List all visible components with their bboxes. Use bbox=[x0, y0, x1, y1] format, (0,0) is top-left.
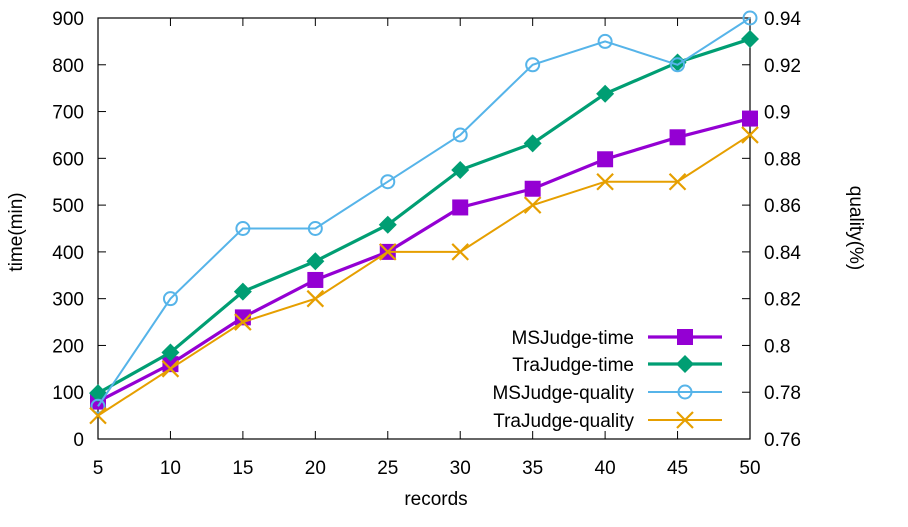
series-line bbox=[97, 134, 751, 417]
x-tick-label: 40 bbox=[595, 458, 616, 479]
data-point bbox=[89, 406, 107, 425]
x-tick-label: 45 bbox=[667, 458, 688, 479]
data-point bbox=[669, 129, 686, 146]
data-point bbox=[452, 127, 468, 143]
y2-tick-label: 0.82 bbox=[764, 290, 801, 311]
x-tick-label: 5 bbox=[93, 458, 104, 479]
data-point bbox=[379, 243, 397, 261]
x-axis-title: records bbox=[404, 489, 467, 510]
y-axis-right: 0.76 0.78 0.8 0.82 0.84 0.86 0.88 0.9 0.92 0.94 bbox=[742, 9, 801, 451]
data-point bbox=[378, 215, 397, 234]
y2-tick-label: 0.84 bbox=[764, 243, 801, 264]
plot-area-frame bbox=[97, 17, 751, 440]
data-point bbox=[162, 356, 179, 373]
legend-swatch-marker bbox=[677, 329, 693, 345]
y-tick-label: 700 bbox=[52, 103, 84, 124]
data-point bbox=[451, 243, 469, 261]
data-point bbox=[89, 384, 107, 403]
data-point bbox=[742, 10, 758, 26]
series-MSJudge-quality bbox=[90, 10, 758, 414]
data-point bbox=[235, 221, 251, 236]
data-point bbox=[670, 57, 686, 73]
data-point bbox=[161, 343, 180, 362]
x-tick-label: 25 bbox=[377, 458, 398, 479]
y2-tick-label: 0.94 bbox=[764, 9, 801, 30]
y-tick-label: 300 bbox=[52, 290, 84, 311]
y-tick-label: 500 bbox=[52, 196, 84, 217]
x-tick-label: 10 bbox=[160, 458, 181, 479]
data-point bbox=[525, 57, 541, 73]
data-point bbox=[233, 282, 252, 301]
legend-swatch-marker bbox=[677, 384, 693, 400]
legend-swatch-marker bbox=[676, 411, 694, 429]
x-tick-label: 20 bbox=[305, 458, 326, 479]
y-tick-label: 600 bbox=[52, 149, 84, 170]
x-tick-label: 15 bbox=[232, 458, 253, 479]
data-point bbox=[668, 172, 687, 191]
data-point bbox=[741, 126, 759, 144]
series-layer bbox=[89, 10, 759, 425]
y-tick-label: 900 bbox=[52, 9, 84, 30]
series-line bbox=[97, 17, 751, 407]
series-TraJudge-time bbox=[89, 30, 759, 403]
data-point bbox=[234, 313, 252, 331]
x-tick-label: 35 bbox=[522, 458, 543, 479]
data-point bbox=[452, 199, 469, 216]
series-MSJudge-time bbox=[90, 110, 758, 410]
y2-tick-label: 0.76 bbox=[764, 430, 801, 451]
legend-label: TraJudge-time bbox=[512, 355, 634, 376]
data-point bbox=[306, 289, 325, 308]
series-line bbox=[97, 37, 751, 395]
legend-label: MSJudge-quality bbox=[492, 383, 634, 404]
y2-axis-title: quality(%) bbox=[845, 186, 866, 270]
data-point bbox=[596, 84, 615, 103]
data-point bbox=[306, 252, 325, 271]
x-axis: 5 10 15 20 25 30 35 40 45 50 bbox=[93, 18, 761, 479]
data-point bbox=[162, 291, 178, 307]
y-tick-label: 100 bbox=[52, 383, 84, 404]
data-point bbox=[597, 151, 614, 168]
y-tick-label: 800 bbox=[52, 56, 84, 77]
data-point bbox=[380, 174, 396, 190]
data-point bbox=[741, 30, 759, 49]
data-point bbox=[90, 398, 106, 414]
x-tick-label: 50 bbox=[739, 458, 760, 479]
data-point bbox=[451, 161, 470, 180]
data-point bbox=[307, 271, 324, 288]
y-axis-title: time(min) bbox=[6, 192, 27, 271]
data-point bbox=[523, 196, 542, 214]
data-point bbox=[597, 33, 613, 49]
y2-tick-label: 0.88 bbox=[764, 149, 801, 170]
legend-label: TraJudge-quality bbox=[493, 411, 634, 432]
data-point bbox=[668, 53, 687, 72]
x-tick-label: 30 bbox=[450, 458, 471, 479]
y-tick-label: 0 bbox=[73, 430, 84, 451]
data-point bbox=[524, 180, 541, 197]
y2-tick-label: 0.78 bbox=[764, 383, 801, 404]
y-tick-label: 200 bbox=[52, 336, 84, 357]
data-point bbox=[307, 221, 323, 236]
y2-tick-label: 0.92 bbox=[764, 56, 801, 77]
data-point bbox=[742, 110, 758, 127]
data-point bbox=[596, 172, 614, 191]
legend-swatch-marker bbox=[676, 355, 694, 373]
y2-tick-label: 0.86 bbox=[764, 196, 801, 217]
series-line bbox=[97, 117, 751, 403]
y2-tick-label: 0.8 bbox=[764, 336, 790, 357]
legend: MSJudge-time TraJudge-time MSJudge-quality… bbox=[492, 328, 722, 432]
y2-tick-label: 0.9 bbox=[764, 103, 790, 124]
data-point bbox=[161, 360, 180, 378]
series-TraJudge-quality bbox=[89, 126, 759, 425]
data-point bbox=[523, 134, 542, 153]
y-tick-label: 400 bbox=[52, 243, 84, 264]
legend-label: MSJudge-time bbox=[512, 328, 635, 349]
